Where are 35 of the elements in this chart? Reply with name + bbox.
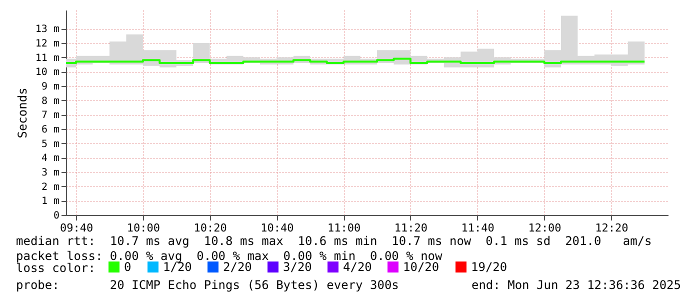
y-axis-title: Seconds [15,88,30,138]
legend-label: 4/20 [343,260,372,274]
text: probe: 20 ICMP Echo Pings (56 Bytes) every 300s [16,278,399,292]
y-tick-label: 7 m [41,110,60,122]
y-tick-label: 13 m [35,24,60,36]
legend-label: 2/20 [223,260,252,274]
legend-label: 0 [124,260,132,274]
y-tick-label: 10 m [35,67,60,78]
x-tick-label: 10:20 [194,222,227,234]
y-tick-label: 3 m [41,167,60,178]
x-tick-label: 11:20 [394,222,428,234]
x-tick-label: 11:00 [328,222,361,234]
y-tick-label: 12 m [35,38,60,50]
y-tick-label: 8 m [41,96,60,107]
x-tick-label: 11:40 [461,222,494,234]
x-tick-label: 10:00 [126,222,160,234]
y-tick-label: 2 m [41,182,60,193]
x-tick-label: 09:40 [60,222,94,234]
text: end: Mon Jun 23 12:36:36 2025 [471,278,681,292]
text: packet loss: 0.00 % avg 0.00 % max 0.00 % min 0.00 % now [16,249,444,263]
legend-label: 19/20 [471,260,508,274]
y-tick-label: 1 m [41,196,60,208]
y-tick-label: 0 [53,210,60,222]
y-tick-label: 6 m [41,124,60,136]
legend-title: loss color: [16,261,96,275]
y-tick-label: 4 m [41,153,60,164]
y-tick-label: 5 m [41,138,60,150]
text: median rtt: 10.7 ms avg 10.8 ms max 10.6 ms min 10.7 ms now 0.1 ms sd 201.0 am/s [16,234,652,248]
y-tick-label: 11 m [35,52,60,64]
y-tick-label: 9 m [41,81,60,92]
x-tick-label: 12:20 [595,222,628,234]
x-tick-label: 12:00 [528,222,562,234]
x-tick-label: 10:40 [260,222,294,234]
legend-label: 10/20 [403,260,440,274]
legend-label: 3/20 [283,260,312,274]
